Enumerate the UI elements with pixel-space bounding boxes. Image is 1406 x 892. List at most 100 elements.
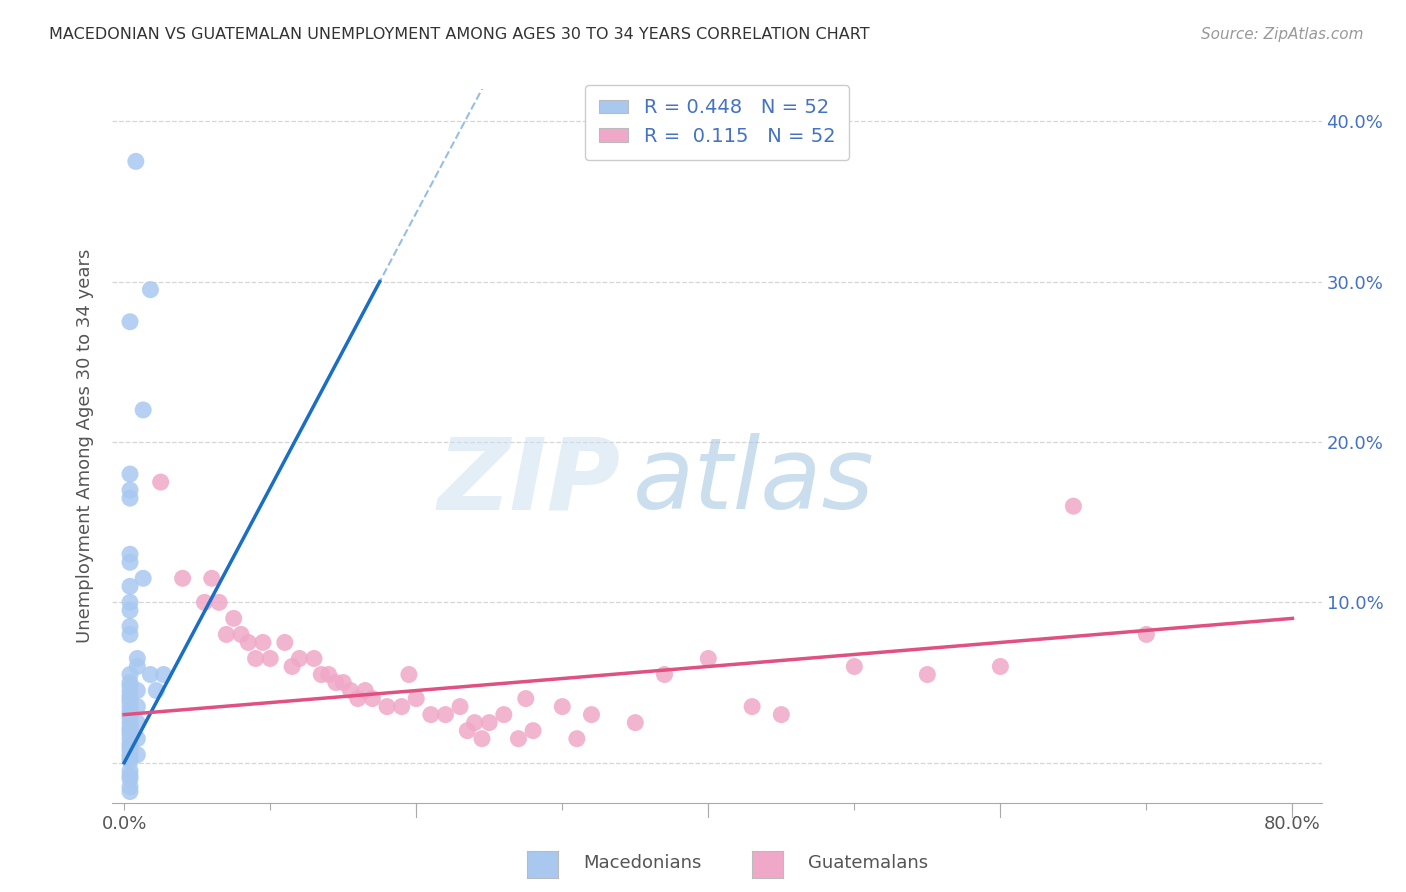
Text: Macedonians: Macedonians	[583, 855, 702, 872]
Point	[172, 571, 194, 585]
Point	[118, 707, 141, 722]
Point	[508, 731, 530, 746]
Point	[118, 747, 141, 762]
Point	[988, 659, 1011, 673]
Point	[118, 579, 141, 593]
Point	[464, 715, 486, 730]
Point	[259, 651, 281, 665]
Point	[118, 711, 141, 725]
Point	[132, 403, 155, 417]
Point	[405, 691, 427, 706]
Point	[229, 627, 252, 641]
Point	[118, 695, 141, 709]
Point	[471, 731, 494, 746]
Point	[118, 764, 141, 778]
Point	[118, 691, 141, 706]
Text: atlas: atlas	[633, 434, 875, 530]
Point	[127, 747, 149, 762]
Point	[118, 705, 141, 719]
Point	[456, 723, 478, 738]
Point	[127, 683, 149, 698]
Point	[245, 651, 267, 665]
Point	[118, 315, 141, 329]
Point	[770, 707, 793, 722]
Point	[917, 667, 939, 681]
Point	[346, 691, 368, 706]
Point	[215, 627, 238, 641]
Y-axis label: Unemployment Among Ages 30 to 34 years: Unemployment Among Ages 30 to 34 years	[76, 249, 94, 643]
Point	[127, 715, 149, 730]
Point	[581, 707, 603, 722]
Point	[391, 699, 413, 714]
Point	[339, 683, 361, 698]
Point	[127, 731, 149, 746]
Point	[145, 683, 167, 698]
Point	[654, 667, 676, 681]
Point	[127, 659, 149, 673]
Point	[478, 715, 501, 730]
Point	[419, 707, 441, 722]
Point	[398, 667, 420, 681]
Point	[492, 707, 515, 722]
Point	[118, 683, 141, 698]
Point	[741, 699, 763, 714]
Point	[252, 635, 274, 649]
Point	[139, 667, 162, 681]
Legend: R = 0.448   N = 52, R =  0.115   N = 52: R = 0.448 N = 52, R = 0.115 N = 52	[585, 85, 849, 160]
Point	[118, 768, 141, 782]
Point	[118, 595, 141, 609]
Point	[118, 743, 141, 757]
Point	[354, 683, 377, 698]
Point	[375, 699, 398, 714]
Point	[515, 691, 537, 706]
Point	[118, 715, 141, 730]
Text: MACEDONIAN VS GUATEMALAN UNEMPLOYMENT AMONG AGES 30 TO 34 YEARS CORRELATION CHAR: MACEDONIAN VS GUATEMALAN UNEMPLOYMENT AM…	[49, 27, 870, 42]
Point	[222, 611, 245, 625]
Text: Guatemalans: Guatemalans	[808, 855, 928, 872]
Point	[288, 651, 311, 665]
Point	[118, 723, 141, 738]
Point	[118, 675, 141, 690]
Point	[132, 571, 155, 585]
Point	[201, 571, 224, 585]
Point	[125, 154, 148, 169]
Point	[139, 283, 162, 297]
Point	[565, 731, 588, 746]
Point	[1135, 627, 1157, 641]
Point	[551, 699, 574, 714]
Point	[118, 721, 141, 735]
Point	[118, 772, 141, 786]
Point	[118, 699, 141, 714]
Point	[118, 483, 141, 497]
Point	[118, 627, 141, 641]
Point	[522, 723, 544, 738]
Point	[624, 715, 647, 730]
Point	[118, 739, 141, 754]
Point	[127, 651, 149, 665]
Point	[118, 619, 141, 633]
Point	[118, 784, 141, 798]
Point	[127, 699, 149, 714]
Point	[208, 595, 231, 609]
Point	[118, 667, 141, 681]
Point	[118, 689, 141, 703]
Point	[118, 736, 141, 750]
Point	[118, 555, 141, 569]
Point	[118, 547, 141, 561]
Point	[318, 667, 340, 681]
Point	[149, 475, 172, 489]
Point	[697, 651, 720, 665]
Point	[332, 675, 354, 690]
Point	[434, 707, 457, 722]
Point	[238, 635, 260, 649]
Point	[311, 667, 333, 681]
Point	[118, 727, 141, 741]
Text: ZIP: ZIP	[437, 434, 620, 530]
Point	[118, 751, 141, 765]
Point	[118, 780, 141, 794]
Text: Source: ZipAtlas.com: Source: ZipAtlas.com	[1201, 27, 1364, 42]
Point	[118, 754, 141, 768]
Point	[152, 667, 174, 681]
Point	[118, 467, 141, 481]
Point	[118, 679, 141, 693]
